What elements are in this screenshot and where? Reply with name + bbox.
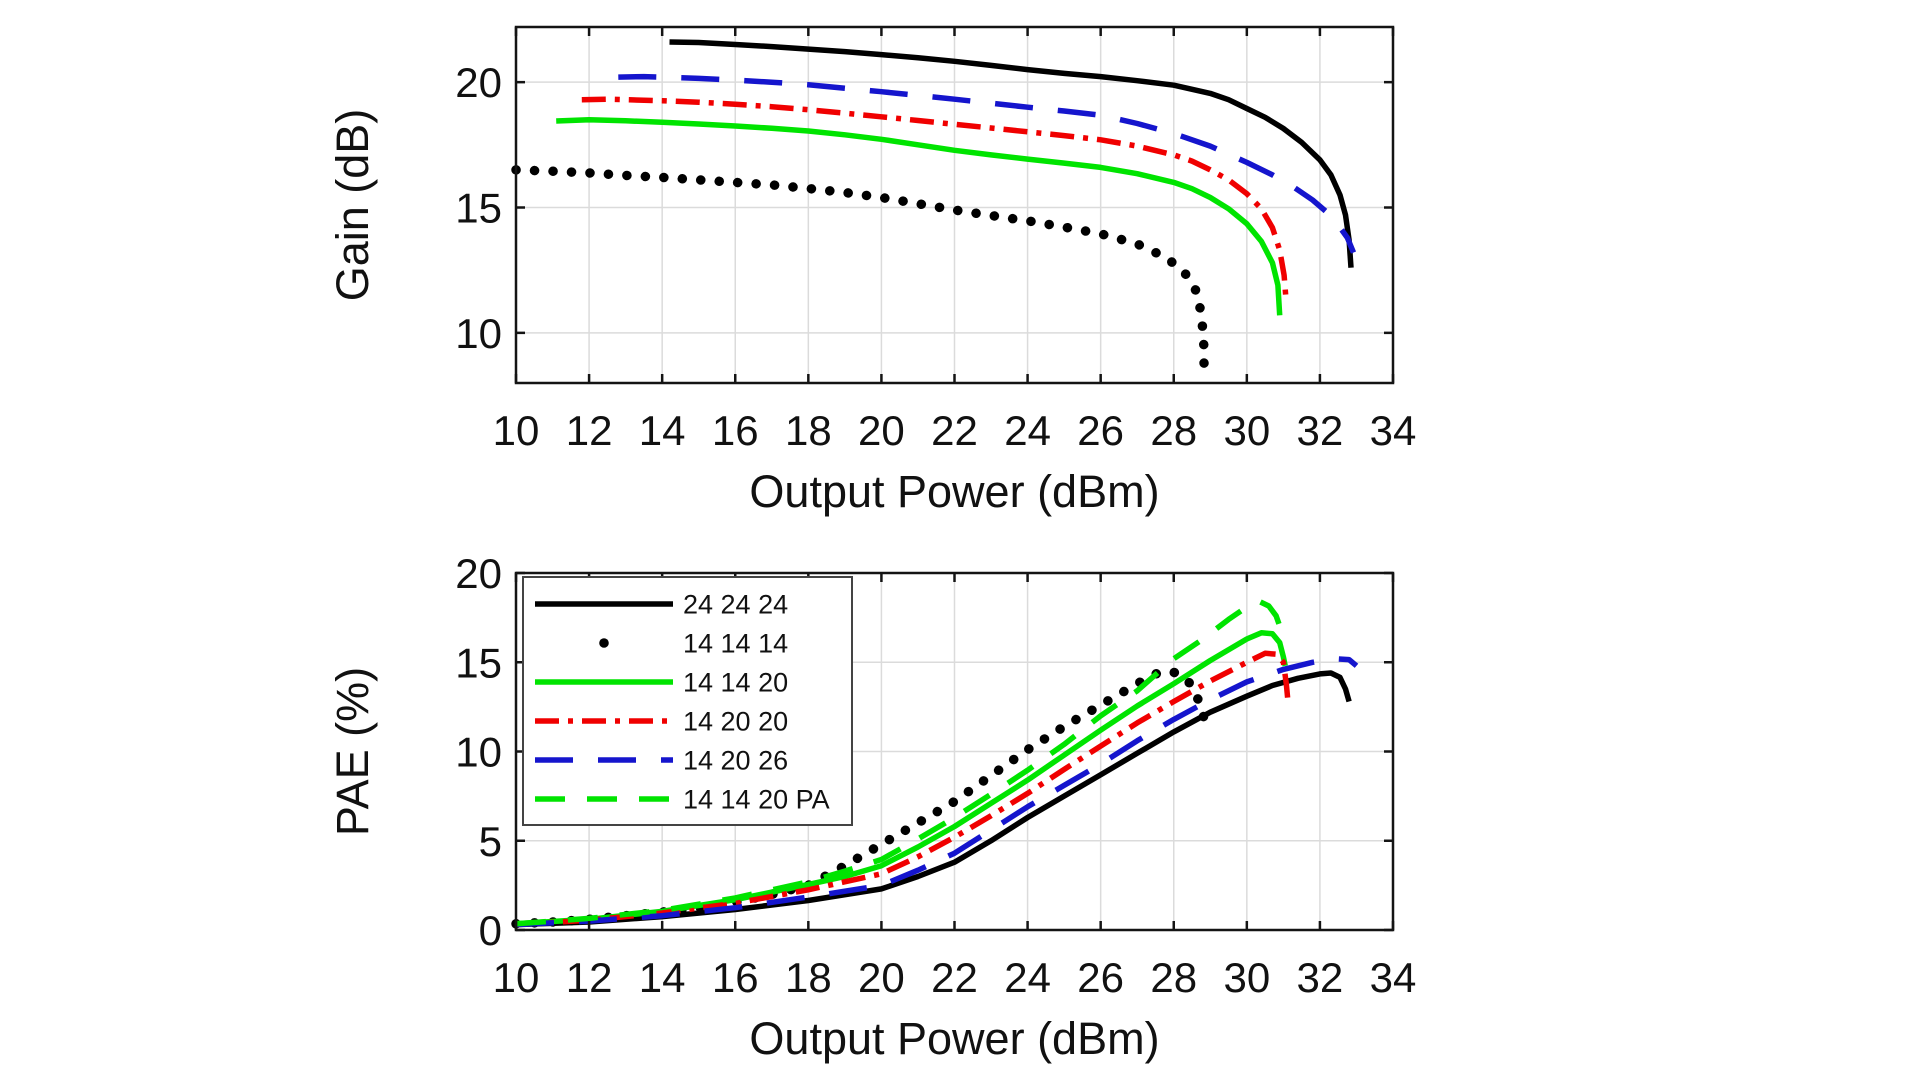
gain-x-tick-label: 18: [785, 407, 832, 454]
gain-series-14-20-26: [618, 73, 1357, 254]
pae-x-tick-label: 18: [785, 954, 832, 1001]
legend-entry: 14 14 20: [535, 668, 788, 698]
gain-series-14-14-20: [556, 117, 1283, 316]
pae-y-tick-label: 0: [479, 907, 502, 954]
gain-series-14-14-14: [511, 165, 1209, 373]
gain-x-tick-label: 34: [1370, 407, 1417, 454]
gain-x-tick-label: 24: [1004, 407, 1051, 454]
pae-x-tick-label: 20: [858, 954, 905, 1001]
pae-y-tick-label: 20: [455, 550, 502, 597]
pae-x-tick-label: 10: [493, 954, 540, 1001]
legend-entry: 14 14 14: [599, 629, 788, 659]
gain-y-axis-label: Gain (dB): [327, 109, 378, 302]
legend-label: 14 14 20 PA: [683, 785, 830, 815]
gain-x-tick-label: 20: [858, 407, 905, 454]
pae-y-tick-label: 15: [455, 639, 502, 686]
gain-y-tick-label: 15: [455, 185, 502, 232]
pae-x-tick-label: 12: [566, 954, 613, 1001]
legend-label: 14 20 20: [683, 707, 788, 737]
gain-series-24-24-24: [669, 39, 1354, 268]
pae-x-tick-label: 16: [712, 954, 759, 1001]
pae-series-24-24-24: [515, 670, 1352, 928]
gain-y-tick-label: 20: [455, 59, 502, 106]
legend-dot-swatch: [599, 638, 609, 648]
gain-x-tick-label: 32: [1297, 407, 1344, 454]
pae-y-tick-label: 10: [455, 729, 502, 776]
gain-x-tick-label: 10: [493, 407, 540, 454]
gain-ticks: [514, 27, 1395, 383]
pae-series-14-20-20: [515, 650, 1291, 928]
gain-x-axis-label: Output Power (dBm): [749, 466, 1159, 517]
pae-legend: 24 24 24 14 14 14 14 14 20 14 20 20 14 20 26…: [522, 576, 853, 826]
legend-entry: 14 14 20 PA: [535, 785, 830, 815]
gain-x-tick-label: 14: [639, 407, 686, 454]
pae-y-axis-label: PAE (%): [327, 667, 378, 836]
legend-label: 24 24 24: [683, 590, 788, 620]
pae-x-axis-label: Output Power (dBm): [749, 1013, 1159, 1064]
gain-gridlines: [516, 27, 1393, 383]
gain-x-tick-label: 26: [1077, 407, 1124, 454]
legend-label: 14 14 14: [683, 629, 788, 659]
legend-label: 14 14 20: [683, 668, 788, 698]
gain-x-tick-label: 12: [566, 407, 613, 454]
pae-x-tick-label: 32: [1297, 954, 1344, 1001]
pae-series-14-20-26: [515, 655, 1359, 928]
legend-label: 14 20 26: [683, 746, 788, 776]
pae-x-tick-label: 26: [1077, 954, 1124, 1001]
legend-entry: 14 20 20: [535, 707, 788, 737]
legend-entry: 14 20 26: [535, 746, 788, 776]
gain-plot: 10 12 14 16 18 20 22 24 26 28 30 32 34 10 15 20 Output P…: [327, 25, 1417, 517]
gain-x-tick-label: 16: [712, 407, 759, 454]
gain-y-tick-label: 10: [455, 310, 502, 357]
gain-x-tick-label: 28: [1150, 407, 1197, 454]
legend-entry: 24 24 24: [535, 590, 788, 620]
pae-x-tick-label: 30: [1223, 954, 1270, 1001]
pae-x-tick-label: 34: [1370, 954, 1417, 1001]
gain-x-tick-label: 30: [1223, 407, 1270, 454]
pae-x-tick-label: 14: [639, 954, 686, 1001]
pae-plot: 10 12 14 16 18 20 22 24 26 28 30 32 34 0 5 10 15 20 Output…: [327, 550, 1416, 1064]
gain-x-tick-label: 22: [931, 407, 978, 454]
pae-x-tick-label: 28: [1150, 954, 1197, 1001]
gain-series-14-20-20: [581, 96, 1290, 304]
pae-y-tick-label: 5: [479, 818, 502, 865]
pae-series-14-14-20: [515, 630, 1288, 927]
legend-box: [522, 576, 853, 826]
pae-x-tick-label: 22: [931, 954, 978, 1001]
pae-x-tick-label: 24: [1004, 954, 1051, 1001]
